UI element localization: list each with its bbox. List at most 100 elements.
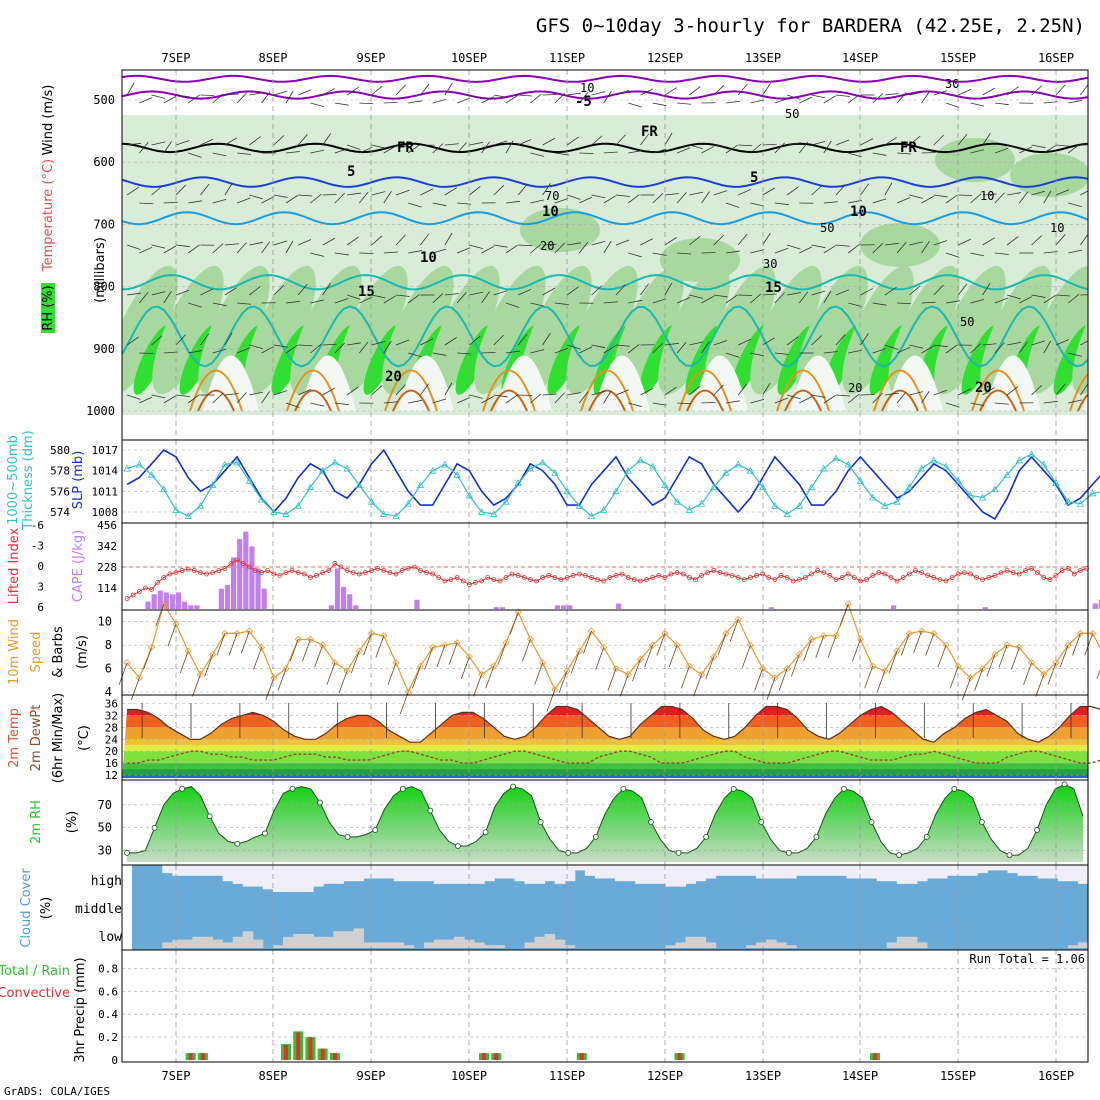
- wind-barb: [994, 252, 1009, 255]
- wind-barb: [579, 346, 593, 354]
- wind-barb: [151, 244, 166, 249]
- cape-bar: [157, 590, 163, 609]
- wind-barb: [298, 344, 313, 347]
- wind-barb: [872, 152, 887, 156]
- wind-barb: [493, 334, 504, 346]
- wind-barb: [713, 294, 728, 298]
- rh-patch: [1010, 153, 1088, 197]
- wind-barb: [273, 344, 288, 348]
- wind-barb: [933, 389, 948, 396]
- wind-speed-point: [147, 643, 156, 652]
- cloud-high-bar: [262, 865, 274, 890]
- thickness-point: [526, 464, 535, 472]
- wind-barb: [420, 83, 430, 96]
- li-point: [399, 568, 405, 573]
- thickness-point: [673, 497, 681, 505]
- cloud-high-bar: [916, 865, 928, 882]
- wind-barb: [224, 137, 238, 146]
- cloud-high-bar: [977, 865, 988, 874]
- wind-barb: [652, 298, 667, 304]
- isotherm-hump: [588, 389, 626, 412]
- li-point: [576, 571, 582, 577]
- wind-barb: [921, 195, 934, 204]
- li-point: [283, 570, 289, 575]
- li-point: [332, 561, 338, 566]
- wind-barb: [143, 647, 152, 670]
- wind-barb: [383, 145, 397, 154]
- rh-streak: [934, 265, 1006, 395]
- li-point: [1065, 566, 1071, 571]
- wind-barb: [603, 240, 612, 254]
- cloud-high-bar: [232, 865, 244, 884]
- wind-speed-point: [661, 629, 669, 637]
- thickness-point: [722, 468, 730, 476]
- li-point: [760, 571, 766, 577]
- wind-barb: [334, 298, 349, 304]
- thickness-point: [942, 462, 950, 470]
- wind-barb: [896, 92, 907, 104]
- cloud-low-bar: [484, 945, 495, 948]
- cape-bar: [255, 568, 261, 609]
- wind-barb: [799, 396, 812, 404]
- wind-barb: [872, 242, 884, 254]
- wind-speed-point: [270, 674, 278, 682]
- wind-speed-point: [954, 662, 962, 670]
- cloud-low-bar: [293, 934, 304, 948]
- wind-barb: [310, 299, 325, 304]
- cloud-high-bar: [373, 865, 385, 879]
- rh-tick: 70: [98, 798, 112, 812]
- wind-barb: [187, 244, 200, 254]
- wind-barb: [1080, 233, 1088, 246]
- wind-barb: [725, 100, 740, 104]
- wind-speed-point: [429, 643, 437, 652]
- thickness-tick: 578: [50, 465, 70, 478]
- cloud-high-bar: [987, 865, 998, 871]
- isotherm-label: FR: [397, 140, 414, 156]
- li-point: [925, 573, 931, 578]
- li-point: [448, 577, 454, 582]
- wind-barb: [628, 252, 642, 258]
- wind-barb: [542, 243, 557, 246]
- wind-barb: [811, 244, 826, 249]
- li-point: [650, 575, 656, 580]
- cape-bar: [341, 586, 347, 609]
- thickness-point: [930, 456, 938, 464]
- wind-speed-point: [636, 655, 645, 663]
- cape-bar: [347, 594, 353, 609]
- wind-speed-point: [807, 635, 816, 643]
- cloud-high-bar: [1047, 865, 1059, 879]
- wind-barb: [493, 184, 505, 196]
- wind-barb: [774, 142, 785, 154]
- cloud-high-bar: [876, 865, 888, 882]
- slp-tick: 1011: [92, 485, 119, 498]
- isotherm-label: 15: [765, 280, 782, 296]
- li-point: [424, 570, 429, 575]
- li-point: [766, 575, 772, 580]
- top-day-axis: 7SEP 8SEP 9SEP 10SEP 11SEP 12SEP 13SEP 14SEP 15S…: [162, 51, 1075, 65]
- precip-conv-bar: [200, 1053, 205, 1060]
- wind-barb: [762, 337, 775, 346]
- wind-barb: [163, 245, 177, 254]
- wind-barb: [236, 347, 251, 354]
- cloud-low-bar: [464, 939, 475, 948]
- wind-barb: [848, 152, 862, 158]
- thickness-point: [306, 483, 315, 491]
- rh-point: [951, 785, 958, 792]
- wind-barb: [481, 395, 494, 404]
- wind-barb: [273, 135, 285, 146]
- li-point: [418, 568, 423, 573]
- rh-point: [620, 785, 627, 792]
- wind-barb: [188, 302, 202, 308]
- thickness-point: [184, 512, 192, 520]
- wind-barb: [1067, 144, 1080, 154]
- wind-barb: [750, 99, 765, 104]
- wind-speed-point: [1027, 659, 1036, 667]
- wind-barb: [310, 102, 325, 108]
- wind-barb: [493, 244, 508, 248]
- wind-tick: 6: [105, 662, 112, 676]
- wind-barb: [774, 247, 789, 254]
- wind-barb: [811, 335, 823, 346]
- thickness-point: [538, 458, 547, 466]
